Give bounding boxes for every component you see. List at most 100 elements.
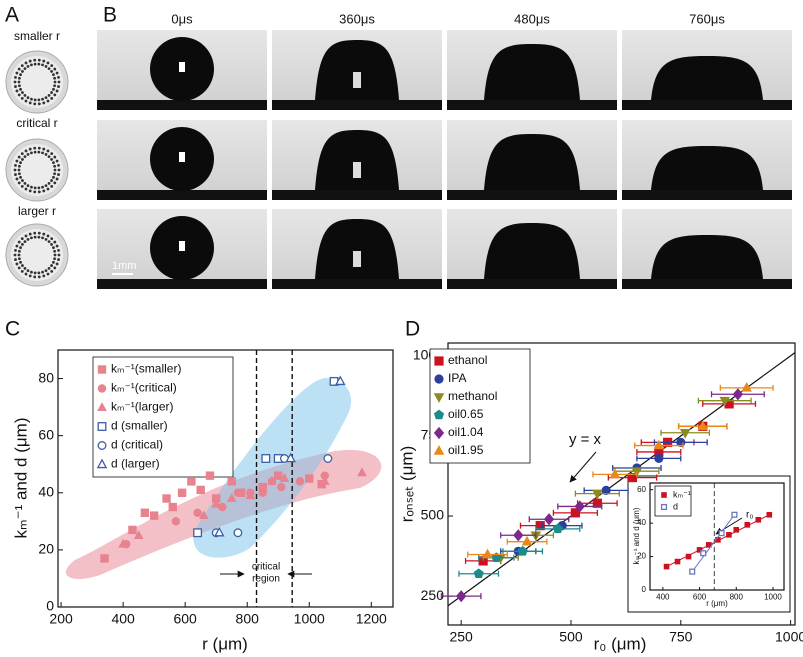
pillar [53,249,57,253]
pillar [33,190,37,194]
pillar [37,150,41,154]
legend-label: d (critical) [111,438,163,452]
legend-marker [661,492,667,498]
point [274,471,283,480]
point [766,511,773,518]
legend-marker [96,458,108,469]
pillar [19,161,22,165]
highlight [179,152,185,162]
pillar [53,181,57,185]
legend-box [92,356,234,478]
pillar [13,253,17,257]
point [674,558,681,565]
pillar [33,98,37,102]
point [689,568,696,575]
pillar [21,158,24,161]
highlight [353,72,361,88]
pillar [20,237,24,241]
pillar [41,236,44,240]
substrate [447,190,617,200]
legend-box [429,348,531,464]
point [267,475,277,485]
point [744,521,751,528]
y-tick-label: 40 [38,483,54,499]
point [609,468,621,479]
legend-label: kₘ⁻¹(critical) [111,381,177,395]
pillar [37,190,41,194]
substrate [272,279,442,289]
pillar [47,181,51,185]
pillar [57,80,61,84]
point [679,428,691,439]
point [128,525,137,535]
legend-marker [434,374,444,384]
pillar [37,102,41,106]
legend-label: oil1.95 [448,443,484,457]
pillar [50,184,54,188]
pillar [41,185,44,189]
pillar [28,232,32,236]
pillar [17,76,21,80]
pillar [53,257,57,261]
substrate [272,100,442,110]
pillar [33,58,37,62]
point [705,542,712,548]
pillar [24,61,28,65]
legend-label: d [673,501,678,511]
pillar [19,73,22,77]
panel-d: y = x [569,431,602,483]
pillar [37,186,41,190]
droplet [484,223,580,279]
x-tick-label: 200 [49,610,73,626]
pillar [44,96,48,99]
time-label: 0μs [171,11,193,26]
point [574,500,585,513]
point [177,488,187,497]
pillar [15,71,19,75]
pillar [46,187,50,191]
legend-label: d (smaller) [111,419,168,433]
point [334,375,346,386]
droplet [651,146,763,190]
pillar [19,87,22,91]
point [319,475,330,485]
pillar [53,84,57,88]
point [357,467,367,477]
pillar [33,150,37,154]
point [193,508,202,517]
legend-box [654,485,692,517]
pillar [50,264,53,267]
pillar [33,186,37,190]
legend-marker [433,426,445,440]
y-axis-label: kₘ⁻¹ and d (μm) [11,418,30,539]
pillar [33,275,37,279]
pillar [57,173,60,176]
pillar [37,235,41,239]
pillar [50,158,53,161]
point [205,471,215,480]
pillar [24,187,28,191]
x-tick-label: 400 [656,592,670,601]
x-tick-label: 1000 [764,592,782,601]
point [279,473,290,482]
point [731,511,738,518]
legend-label: oil0.65 [448,407,484,421]
point [482,548,493,559]
pillar [47,93,51,97]
pillar [30,63,33,67]
fit-line [691,514,735,572]
point [663,563,670,570]
legend-label: kₘ⁻¹(smaller) [111,362,181,376]
panel-a: smaller r critical r larger r [14,29,60,218]
pillar [17,168,21,172]
legend-marker [660,503,668,511]
pillar [23,155,27,159]
panel-b: 0μs 360μs 480μs 760μs [171,11,725,26]
legend-label: oil1.04 [448,425,484,439]
pillar [55,177,59,181]
substrate [447,100,617,110]
y-tick-label: 60 [38,426,54,442]
highlight [353,162,361,178]
y-axis-label: rₒₙₛₑₜ (μm) [397,446,416,523]
pillar [53,172,57,176]
